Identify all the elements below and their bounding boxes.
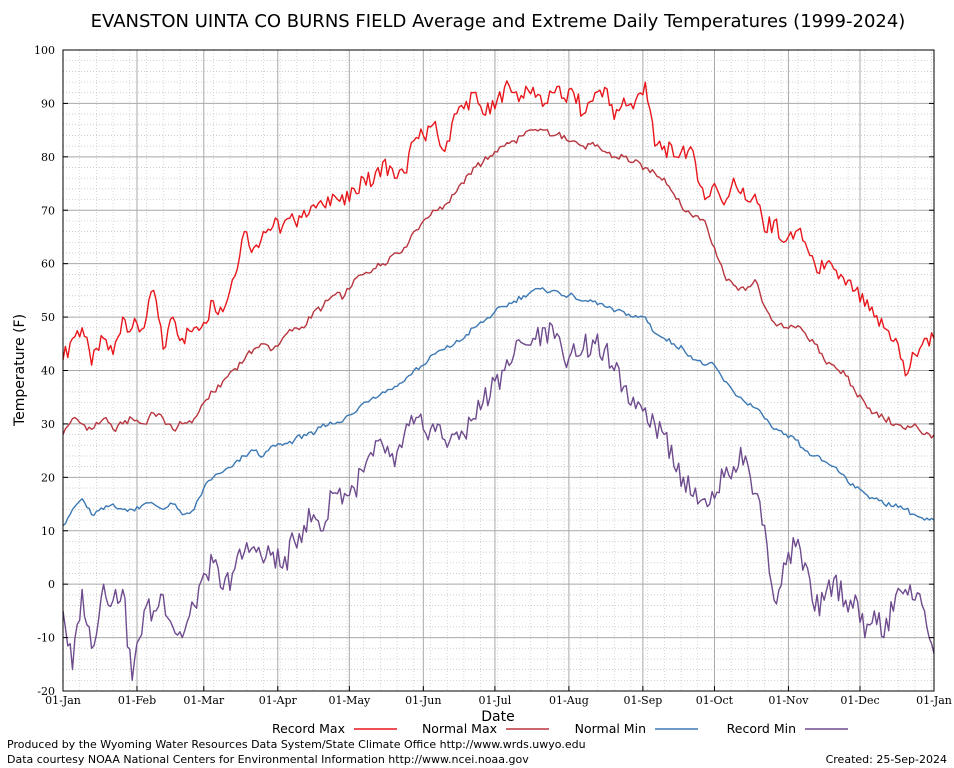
x-tick-label: 01-Feb — [118, 694, 156, 707]
x-tick-label: 01-Sep — [623, 694, 662, 707]
x-tick-label: 01-Jan — [916, 694, 952, 707]
series-line-record-min — [62, 322, 935, 681]
chart-title: EVANSTON UINTA CO BURNS FIELD Average an… — [91, 11, 906, 32]
x-tick-label: 01-Mar — [183, 694, 225, 707]
series-line-normal-max — [62, 128, 935, 439]
y-axis-label: Temperature (F) — [12, 314, 28, 427]
legend-label: Record Min — [727, 721, 796, 736]
y-tick-label: 0 — [48, 578, 55, 591]
y-tick-label: 100 — [34, 44, 55, 57]
y-tick-label: 80 — [41, 151, 55, 164]
y-tick-label: 90 — [41, 97, 55, 110]
x-axis-ticks: 01-Jan 01-Feb 01-Mar 01-Apr 01-May 01-Jun 01-J… — [45, 686, 952, 707]
legend: Record Max Normal Max Normal Min Record Min — [272, 721, 848, 736]
grid — [62, 49, 935, 692]
x-axis-label: Date — [481, 709, 514, 725]
y-tick-label: 30 — [41, 418, 55, 431]
y-tick-label: -10 — [37, 632, 55, 645]
legend-label: Record Max — [272, 721, 345, 736]
series-line-normal-min — [62, 287, 935, 526]
x-tick-label: 01-Jun — [405, 694, 441, 707]
series-lines — [62, 80, 935, 681]
x-tick-label: 01-Oct — [696, 694, 734, 707]
x-tick-label: 01-Jul — [479, 694, 512, 707]
legend-label: Normal Max — [422, 721, 497, 736]
footer-producer: Produced by the Wyoming Water Resources … — [7, 738, 586, 751]
legend-label: Normal Min — [575, 721, 646, 736]
series-line-record-max — [62, 80, 935, 377]
footer-created-date: Created: 25-Sep-2024 — [826, 753, 947, 766]
x-tick-label: 01-Nov — [768, 694, 809, 707]
y-tick-label: 10 — [41, 525, 55, 538]
y-tick-label: 60 — [41, 258, 55, 271]
x-tick-label: 01-Jan — [45, 694, 81, 707]
y-tick-label: 20 — [41, 471, 55, 484]
y-tick-label: 70 — [41, 204, 55, 217]
footer-data-source: Data courtesy NOAA National Centers for … — [7, 753, 529, 766]
y-tick-label: -20 — [37, 685, 55, 698]
x-tick-label: 01-Dec — [840, 694, 879, 707]
x-tick-label: 01-Apr — [259, 694, 298, 707]
x-tick-label: 01-May — [328, 694, 371, 707]
y-axis-ticks: -20 -10 0 10 20 30 40 50 60 70 80 90 100 — [34, 44, 934, 698]
y-tick-label: 40 — [41, 365, 55, 378]
x-tick-label: 01-Aug — [549, 694, 589, 707]
y-tick-label: 50 — [41, 311, 55, 324]
